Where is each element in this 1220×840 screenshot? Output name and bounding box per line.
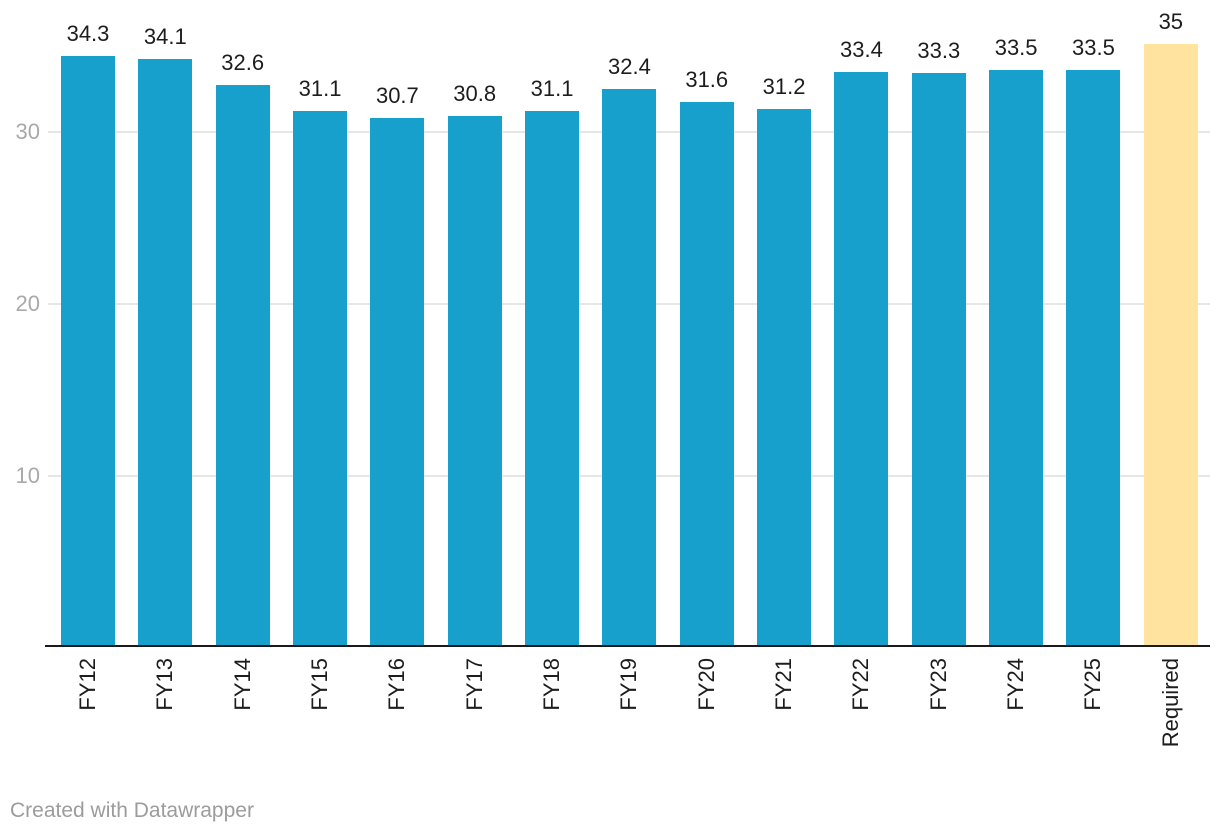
bar-group: 31.2 xyxy=(757,0,812,646)
x-axis-label: FY18 xyxy=(539,658,565,711)
bar-group: 34.1 xyxy=(138,0,193,646)
x-axis-label: Required xyxy=(1157,658,1183,748)
bar xyxy=(215,85,270,646)
bar-group: 33.5 xyxy=(1066,0,1121,646)
x-axis-label-cell: FY17 xyxy=(448,658,502,788)
bar-group: 33.5 xyxy=(989,0,1044,646)
bar-group: 31.1 xyxy=(293,0,348,646)
bar-group: 35 xyxy=(1143,0,1198,646)
bar-value-label: 34.3 xyxy=(66,21,110,47)
bar xyxy=(834,71,889,646)
x-axis-label: FY14 xyxy=(229,658,255,711)
y-tick-label: 30 xyxy=(15,119,40,144)
x-axis-label-cell: Required xyxy=(1144,658,1198,788)
x-axis-line xyxy=(45,645,1210,647)
bar xyxy=(138,59,193,646)
bar-value-label: 34.1 xyxy=(143,24,187,50)
x-axis-label: FY15 xyxy=(307,658,333,711)
bar-value-label: 33.5 xyxy=(994,34,1038,60)
bar-group: 30.8 xyxy=(447,0,502,646)
bar xyxy=(525,111,580,646)
x-axis-label: FY19 xyxy=(616,658,642,711)
x-axis-label: FY23 xyxy=(925,658,951,711)
bar xyxy=(989,69,1044,646)
bar-group: 32.4 xyxy=(602,0,657,646)
bar-value-label: 33.5 xyxy=(1072,34,1115,60)
bar xyxy=(447,116,502,646)
bar xyxy=(370,117,425,646)
bar xyxy=(293,111,348,646)
x-axis-label-cell: FY24 xyxy=(989,658,1043,788)
x-axis-label-cell: FY18 xyxy=(525,658,579,788)
bar xyxy=(1066,69,1121,646)
bar xyxy=(757,109,812,646)
x-axis-label: FY16 xyxy=(384,658,410,711)
bar-value-label: 30.7 xyxy=(375,82,419,108)
bar-value-label: 32.4 xyxy=(607,53,651,79)
x-axis-label: FY12 xyxy=(75,658,100,711)
x-axis-label: FY17 xyxy=(461,658,487,711)
bar-value-label: 35 xyxy=(1158,9,1184,34)
bars-layer: 34.3 34.1 32.6 31.1 30.7 30.8 31.1 32.4 … xyxy=(61,0,1198,646)
bar-value-label: 33.4 xyxy=(840,36,883,62)
x-axis-label: FY25 xyxy=(1080,658,1106,711)
bar-value-label: 31.1 xyxy=(530,76,574,102)
plot-area: 10 20 30 34.3 34.1 32.6 31.1 30.7 30.8 3… xyxy=(15,0,1210,647)
bar xyxy=(1143,44,1198,646)
x-axis-label-cell: FY20 xyxy=(680,658,734,788)
bar xyxy=(911,73,966,646)
x-axis-label-cell: FY22 xyxy=(834,658,888,788)
bar-group: 33.3 xyxy=(911,0,966,646)
x-axis-label: FY24 xyxy=(1003,658,1029,711)
bar-group: 30.7 xyxy=(370,0,425,646)
x-axis-label: FY22 xyxy=(848,658,874,711)
bar xyxy=(679,102,734,646)
x-axis-label-cell: FY23 xyxy=(912,658,966,788)
x-axis-label-cell: FY25 xyxy=(1066,658,1120,788)
bar-value-label: 31.1 xyxy=(298,76,342,102)
x-axis-label-cell: FY13 xyxy=(138,658,192,788)
x-axis-label: FY21 xyxy=(771,658,797,711)
bar xyxy=(61,56,115,646)
y-tick-label: 10 xyxy=(15,463,40,488)
x-axis-label-cell: FY19 xyxy=(602,658,656,788)
x-axis-label: FY13 xyxy=(152,658,178,711)
x-axis-label-cell: FY12 xyxy=(61,658,115,788)
y-tick-label: 20 xyxy=(15,291,40,316)
bar-group: 31.6 xyxy=(679,0,734,646)
bar-value-label: 30.8 xyxy=(453,81,497,107)
bar-group: 34.3 xyxy=(61,0,115,646)
bar-value-label: 31.6 xyxy=(685,67,729,93)
bar-group: 31.1 xyxy=(525,0,580,646)
x-axis-label-cell: FY21 xyxy=(757,658,811,788)
x-axis-label-cell: FY14 xyxy=(216,658,270,788)
x-axis-label-cell: FY16 xyxy=(370,658,424,788)
bar-group: 33.4 xyxy=(834,0,889,646)
bar xyxy=(602,88,657,646)
bar-value-label: 33.3 xyxy=(917,38,961,64)
x-axis-label: FY20 xyxy=(693,658,719,711)
bar-group: 32.6 xyxy=(215,0,270,646)
x-axis-labels: FY12 FY13 FY14 FY15 FY16 FY17 FY18 FY19 … xyxy=(61,658,1198,788)
bar-value-label: 32.6 xyxy=(221,50,265,76)
x-axis-label-cell: FY15 xyxy=(293,658,347,788)
datawrapper-credit-link[interactable]: Created with Datawrapper xyxy=(10,799,254,822)
bar-value-label: 31.2 xyxy=(762,74,806,100)
